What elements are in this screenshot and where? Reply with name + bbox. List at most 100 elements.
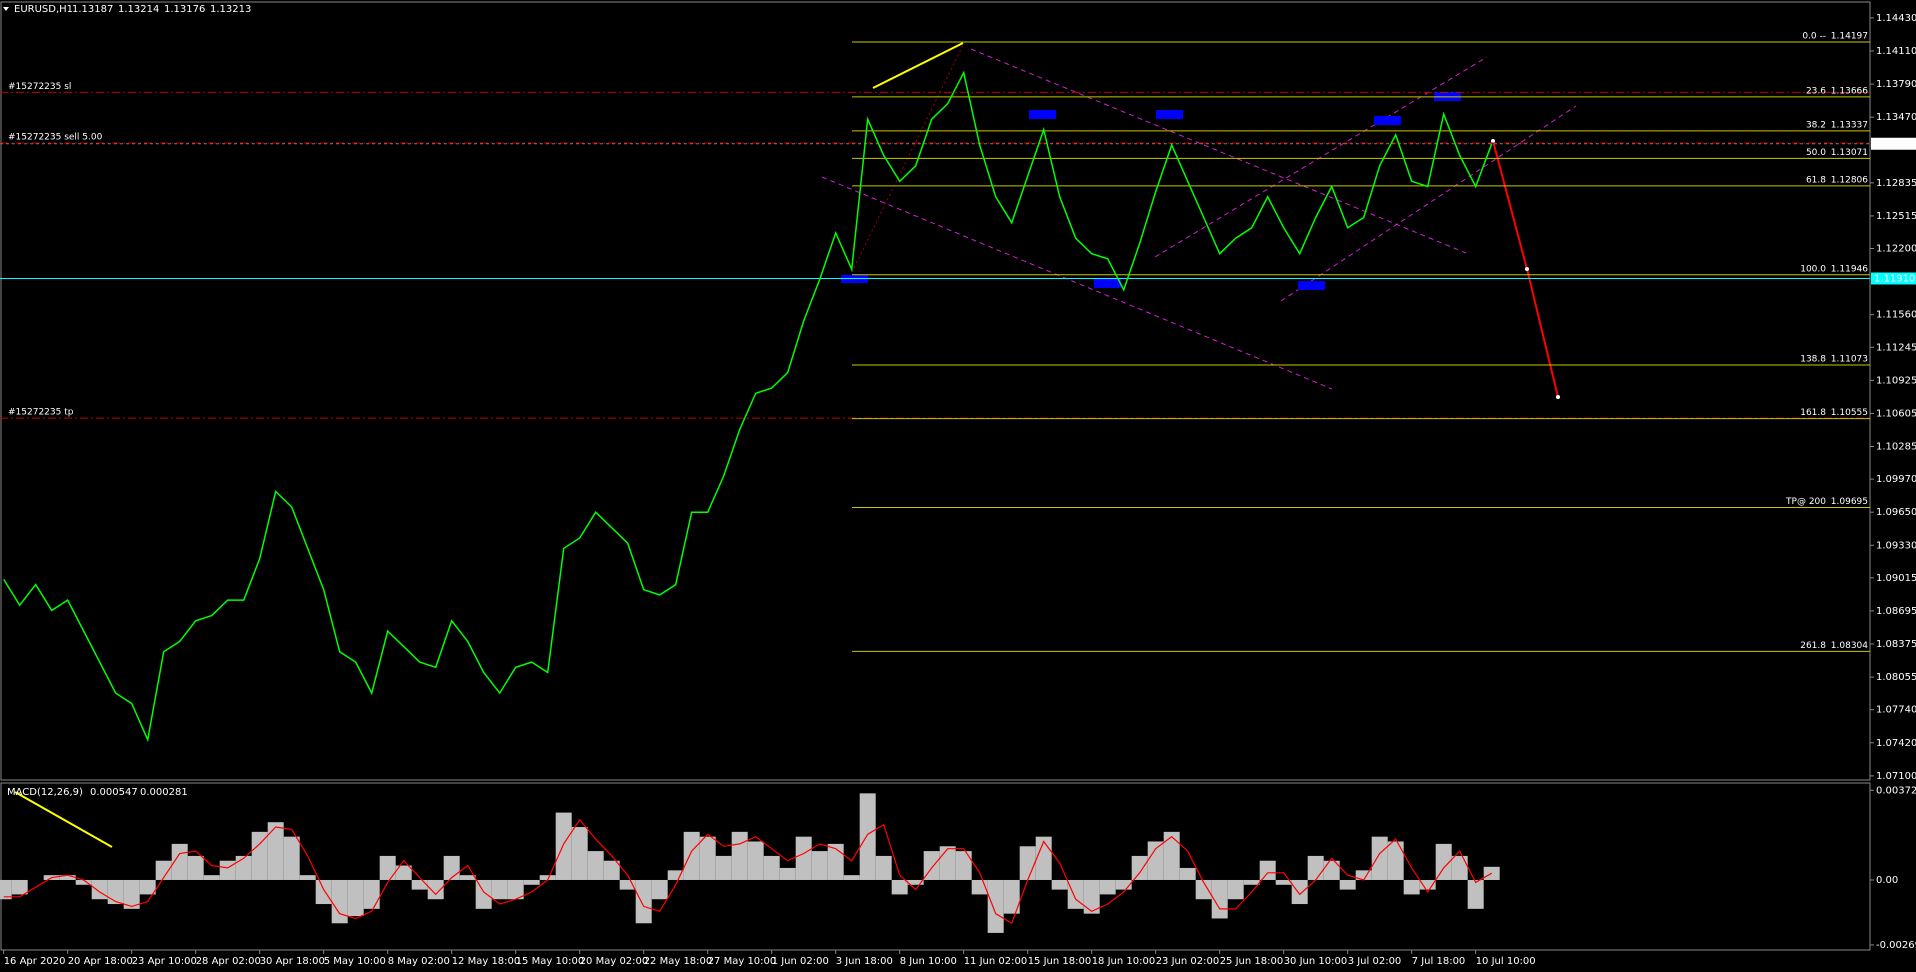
macd-bar	[11, 879, 28, 895]
macd-bar	[747, 841, 764, 880]
macd-bar	[267, 822, 284, 880]
macd-bar	[283, 836, 300, 880]
macd-bar	[939, 846, 956, 880]
x-tick-label: 20 May 02:00	[580, 956, 649, 967]
macd-bar	[219, 860, 236, 880]
y-tick-label: 0.00	[1876, 875, 1898, 886]
y-tick-label: 1.09650	[1876, 507, 1916, 518]
macd-bar	[1147, 841, 1164, 880]
macd-bar	[859, 793, 876, 880]
pivot-marker	[1094, 279, 1121, 288]
macd-bar	[539, 875, 556, 880]
macd-bar	[1371, 836, 1388, 880]
quote-value: 1.13213	[210, 4, 251, 15]
macd-bar	[395, 865, 412, 880]
y-tick-label: 1.08695	[1876, 606, 1916, 617]
macd-bar	[843, 875, 860, 880]
price-line	[3, 70, 1493, 743]
y-tick-label: 1.09970	[1876, 474, 1916, 485]
macd-bar	[59, 875, 76, 880]
x-tick-label: 30 Apr 18:00	[260, 956, 325, 967]
macd-bar	[1355, 870, 1372, 880]
macd-bar	[363, 879, 380, 909]
macd-bar	[987, 879, 1004, 933]
macd-bar	[1163, 831, 1180, 880]
y-tick-label: 1.07100	[1876, 771, 1916, 782]
y-tick-label: 1.11245	[1876, 342, 1916, 353]
fib-level-value: 1.10555	[1831, 408, 1868, 418]
macd-bar	[1083, 879, 1100, 914]
macd-bar	[1227, 879, 1244, 900]
macd-bar	[795, 836, 812, 880]
x-tick-label: 25 Jun 18:00	[1220, 956, 1284, 967]
macd-bar	[91, 879, 108, 900]
macd-bar	[571, 827, 588, 880]
macd-bar	[875, 855, 892, 880]
macd-trend-line	[14, 791, 113, 848]
macd-bar	[1099, 879, 1116, 895]
signal-line	[3, 818, 1492, 925]
macd-bar	[651, 879, 668, 900]
macd-bar	[123, 879, 140, 909]
y-tick-label: 1.09015	[1876, 573, 1916, 584]
fib-level-name: 138.8	[1800, 355, 1826, 365]
x-tick-label: 5 May 10:00	[324, 956, 386, 967]
x-tick-label: 3 Jun 18:00	[836, 956, 893, 967]
y-tick-label: 1.12835	[1876, 178, 1916, 189]
quote-value: 1.13187	[72, 4, 113, 15]
y-tick-label: 1.10925	[1876, 375, 1916, 386]
price-tag	[1871, 137, 1916, 150]
macd-bar	[603, 860, 620, 880]
macd-bar	[187, 855, 204, 880]
macd-bar	[1179, 867, 1196, 880]
fib-level-name: 161.8	[1800, 408, 1826, 418]
macd-bar	[635, 879, 652, 924]
x-tick-label: 16 Apr 2020	[4, 956, 66, 967]
order-label: #15272235 tp	[8, 408, 74, 418]
projection-point	[1525, 267, 1529, 271]
symbol: EURUSD,H1	[14, 4, 73, 15]
channel-line	[1280, 105, 1577, 302]
x-tick-label: 23 Jun 02:00	[1156, 956, 1220, 967]
macd-bar	[491, 879, 508, 900]
fib-level-value: 1.11073	[1831, 355, 1868, 365]
macd-bar	[411, 879, 428, 890]
indicator-title: MACD(12,26,9)	[7, 787, 83, 798]
y-tick-label: 1.09330	[1876, 540, 1916, 551]
macd-bar	[459, 875, 476, 880]
pivot-marker	[1298, 281, 1325, 290]
macd-bar	[955, 851, 972, 880]
quote-value: 1.13176	[164, 4, 205, 15]
fib-level-value: 1.08304	[1831, 641, 1868, 651]
y-tick-label: -0.002698	[1876, 940, 1916, 951]
x-tick-label: 30 Jun 10:00	[1284, 956, 1348, 967]
fib-level-value: 1.12806	[1831, 175, 1868, 185]
y-tick-label: 1.10285	[1876, 442, 1916, 453]
fib-level-name: 100.0	[1800, 264, 1826, 274]
y-tick-label: 1.08375	[1876, 639, 1916, 650]
macd-bar	[315, 879, 332, 905]
x-tick-label: 11 Jun 02:00	[964, 956, 1028, 967]
x-tick-label: 10 Jul 10:00	[1476, 956, 1536, 967]
macd-bar	[619, 879, 636, 890]
y-tick-label: 1.12515	[1876, 211, 1916, 222]
indicator-value: 0.000547	[90, 787, 138, 798]
fib-level-name: 0.0 --	[1802, 32, 1826, 42]
macd-bar	[1435, 843, 1452, 880]
macd-bar	[763, 855, 780, 880]
macd-bar	[1019, 846, 1036, 880]
macd-bar	[1275, 879, 1292, 885]
menu-arrow[interactable]	[3, 7, 9, 11]
macd-bar	[347, 879, 364, 917]
indicator-value: 0.000281	[140, 787, 188, 798]
y-tick-label: 1.07740	[1876, 705, 1916, 716]
macd-bar	[779, 867, 796, 880]
x-tick-label: 28 Apr 02:00	[196, 956, 261, 967]
fib-level-name: 38.2	[1806, 120, 1826, 130]
macd-bar	[523, 879, 540, 885]
x-tick-label: 15 Jun 18:00	[1028, 956, 1092, 967]
macd-bar	[1387, 841, 1404, 880]
